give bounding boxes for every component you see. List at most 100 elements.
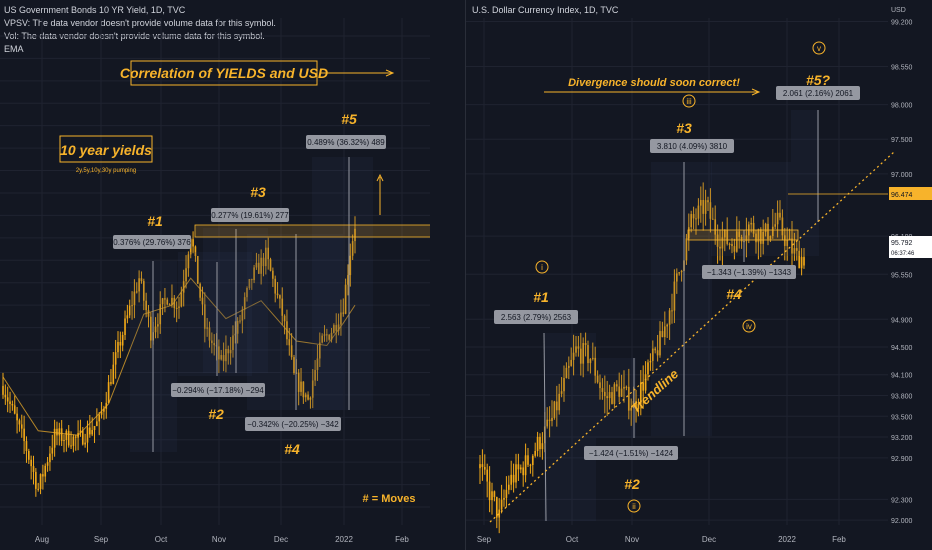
candle-body bbox=[241, 309, 244, 321]
candle-body bbox=[500, 499, 503, 510]
dxy-measure-box-5[interactable] bbox=[776, 86, 860, 100]
title-arrow-head bbox=[385, 69, 395, 77]
candle-body bbox=[203, 304, 206, 329]
dxy-measure-box-4[interactable] bbox=[702, 265, 796, 279]
candle-body bbox=[229, 349, 232, 354]
resistance-zone[interactable] bbox=[194, 224, 430, 238]
candle-body bbox=[300, 381, 302, 392]
candle-body bbox=[596, 375, 599, 383]
dxy-price-tag-level[interactable] bbox=[889, 187, 932, 200]
candle-body bbox=[611, 392, 613, 404]
candle-body bbox=[67, 430, 70, 446]
x-tick-label: Dec bbox=[274, 535, 288, 544]
candle-body bbox=[288, 339, 291, 346]
dxy-price-tag-current[interactable] bbox=[889, 236, 932, 258]
candle-body bbox=[625, 386, 628, 388]
candle-body bbox=[642, 382, 645, 391]
candle-body bbox=[493, 491, 496, 498]
candle-body bbox=[519, 467, 522, 470]
divergence-arrow-head bbox=[751, 88, 761, 96]
candle-body bbox=[702, 199, 705, 214]
candle-body bbox=[138, 278, 140, 292]
subtitle-box bbox=[59, 135, 153, 163]
candle-body bbox=[668, 310, 671, 325]
support-zone[interactable] bbox=[687, 229, 799, 241]
candle-body bbox=[800, 257, 803, 269]
dxy-measure-box-3[interactable] bbox=[650, 139, 734, 153]
candle-body bbox=[589, 358, 592, 364]
candle-body bbox=[491, 491, 493, 501]
measure-box-4[interactable] bbox=[245, 417, 341, 431]
candle-body bbox=[349, 255, 352, 276]
y-tick-label: 99.200 bbox=[891, 19, 913, 26]
measure-range[interactable] bbox=[711, 162, 791, 256]
candle-body bbox=[728, 243, 731, 245]
candle-body bbox=[704, 200, 707, 214]
y-tick-label: 97.500 bbox=[891, 137, 913, 144]
yield-chart-title[interactable]: US Government Bonds 10 YR Yield, 1D, TVC bbox=[4, 5, 186, 15]
candle-body bbox=[783, 235, 786, 246]
yield-chart-svg[interactable]: 2.200%2.150%2.100%2.050%2.000%1.950%1.90… bbox=[0, 0, 430, 550]
candle-body bbox=[131, 305, 133, 307]
measure-range[interactable] bbox=[312, 157, 373, 410]
candle-body bbox=[150, 316, 152, 341]
measure-box-1[interactable] bbox=[113, 235, 191, 249]
roman-label-iii: iii bbox=[686, 97, 692, 106]
measure-box-3[interactable] bbox=[211, 208, 289, 222]
candle-body bbox=[488, 481, 491, 501]
candle-body bbox=[555, 401, 558, 411]
candle-body bbox=[553, 401, 556, 418]
dxy-measure-box-2[interactable] bbox=[584, 446, 678, 460]
measure-range[interactable] bbox=[178, 252, 252, 376]
candle-body bbox=[58, 428, 61, 436]
candle-body bbox=[639, 382, 642, 404]
candle-body bbox=[222, 355, 225, 362]
trendline[interactable] bbox=[489, 151, 895, 523]
candle-body bbox=[145, 300, 147, 311]
pane-divider[interactable] bbox=[465, 0, 466, 550]
measure-range[interactable] bbox=[544, 333, 596, 521]
subtitle: 10 year yields bbox=[60, 142, 152, 158]
candle-body bbox=[572, 352, 575, 360]
dxy-chart-pane[interactable]: U.S. Dollar Currency Index, 1D, TVC 99.2… bbox=[466, 0, 932, 550]
candle-body bbox=[250, 278, 253, 281]
candle-body bbox=[274, 278, 277, 294]
wave-label-1: #1 bbox=[147, 213, 163, 229]
candle-body bbox=[726, 230, 729, 244]
measure-range[interactable] bbox=[651, 162, 712, 436]
candle-body bbox=[103, 408, 105, 412]
candle-body bbox=[498, 509, 501, 518]
candle-body bbox=[178, 306, 180, 308]
measure-box-5[interactable] bbox=[306, 135, 386, 149]
candle-body bbox=[192, 239, 194, 247]
yield-chart-pane[interactable]: US Government Bonds 10 YR Yield, 1D, TVC… bbox=[0, 0, 430, 550]
candle-body bbox=[661, 331, 664, 338]
candle-body bbox=[70, 445, 72, 447]
dxy-chart-svg[interactable]: 99.20098.55098.00097.50097.00096.10095.5… bbox=[466, 0, 932, 550]
candle-body bbox=[692, 214, 695, 219]
candle-body bbox=[27, 450, 30, 460]
measure-range[interactable] bbox=[247, 234, 343, 410]
candle-body bbox=[72, 436, 75, 446]
measure-range[interactable] bbox=[791, 110, 819, 256]
candle-body bbox=[579, 348, 582, 364]
measure-range[interactable] bbox=[596, 358, 636, 438]
ema-legend[interactable]: EMA bbox=[4, 44, 24, 54]
candle-body bbox=[510, 474, 513, 485]
dxy-measure-box-1[interactable] bbox=[494, 310, 578, 324]
candle-body bbox=[591, 357, 594, 359]
candle-body bbox=[803, 257, 805, 266]
wave-label-2: #2 bbox=[208, 406, 224, 422]
roman-label-v: v bbox=[817, 44, 821, 53]
candle-body bbox=[330, 332, 333, 340]
candle-body bbox=[175, 307, 178, 309]
candle-body bbox=[86, 427, 89, 443]
measure-arrow bbox=[543, 332, 547, 522]
candle-body bbox=[623, 386, 625, 389]
candle-body bbox=[671, 310, 673, 312]
candle-body bbox=[208, 327, 211, 341]
dxy-chart-title[interactable]: U.S. Dollar Currency Index, 1D, TVC bbox=[472, 5, 619, 15]
measure-box-2[interactable] bbox=[171, 383, 265, 397]
candle-body bbox=[79, 430, 82, 433]
candle-body bbox=[89, 427, 91, 435]
